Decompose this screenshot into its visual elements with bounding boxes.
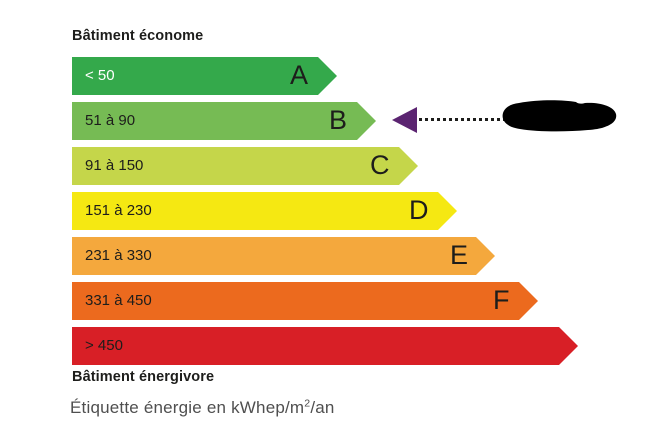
energy-class-range-A: < 50 (85, 67, 115, 84)
footnote-prefix: Étiquette énergie en kWhep/m (70, 398, 305, 417)
footnote-energy-unit: Étiquette énergie en kWhep/m2/an (70, 398, 335, 418)
pointer-leader-line (419, 118, 507, 121)
energy-class-range-G: > 450 (85, 337, 123, 354)
energy-class-range-C: 91 à 150 (85, 157, 144, 174)
energy-class-row-F: 331 à 450 F (72, 282, 592, 320)
energy-class-range-E: 231 à 330 (85, 247, 152, 264)
energy-class-row-D: 151 à 230 D (72, 192, 592, 230)
energy-class-letter-E: E (450, 240, 469, 270)
energy-class-row-E: 231 à 330 E (72, 237, 592, 275)
energy-class-row-G: > 450 (72, 327, 592, 365)
energy-class-letter-C: C (370, 150, 390, 180)
caption-energy-hungry-building: Bâtiment énergivore (72, 369, 215, 385)
energy-class-scale: < 50 A 51 à 90 B 91 à 150 C 151 à 230 D 231 à 33… (72, 57, 592, 372)
footnote-suffix: /an (310, 398, 335, 417)
energy-class-bar-A (72, 57, 337, 95)
energy-class-bar-B (72, 102, 376, 140)
redacted-value-blob (502, 100, 618, 132)
energy-class-bar-C (72, 147, 418, 185)
energy-class-letter-F: F (493, 285, 510, 315)
footnote-exponent: 2 (304, 397, 311, 410)
class-pointer-icon (392, 107, 417, 133)
energy-class-row-C: 91 à 150 C (72, 147, 592, 185)
energy-class-letter-B: B (329, 105, 348, 135)
energy-class-bar-E (72, 237, 495, 275)
energy-class-letter-A: A (290, 60, 309, 90)
caption-economical-building: Bâtiment économe (72, 28, 204, 44)
energy-class-bar-D (72, 192, 457, 230)
energy-class-range-B: 51 à 90 (85, 112, 136, 129)
energy-class-bar-F (72, 282, 538, 320)
energy-class-letter-D: D (409, 195, 429, 225)
energy-class-range-D: 151 à 230 (85, 202, 152, 219)
energy-class-range-F: 331 à 450 (85, 292, 152, 309)
energy-class-bar-G (72, 327, 578, 365)
energy-class-row-A: < 50 A (72, 57, 592, 95)
energy-class-row-B: 51 à 90 B (72, 102, 592, 140)
